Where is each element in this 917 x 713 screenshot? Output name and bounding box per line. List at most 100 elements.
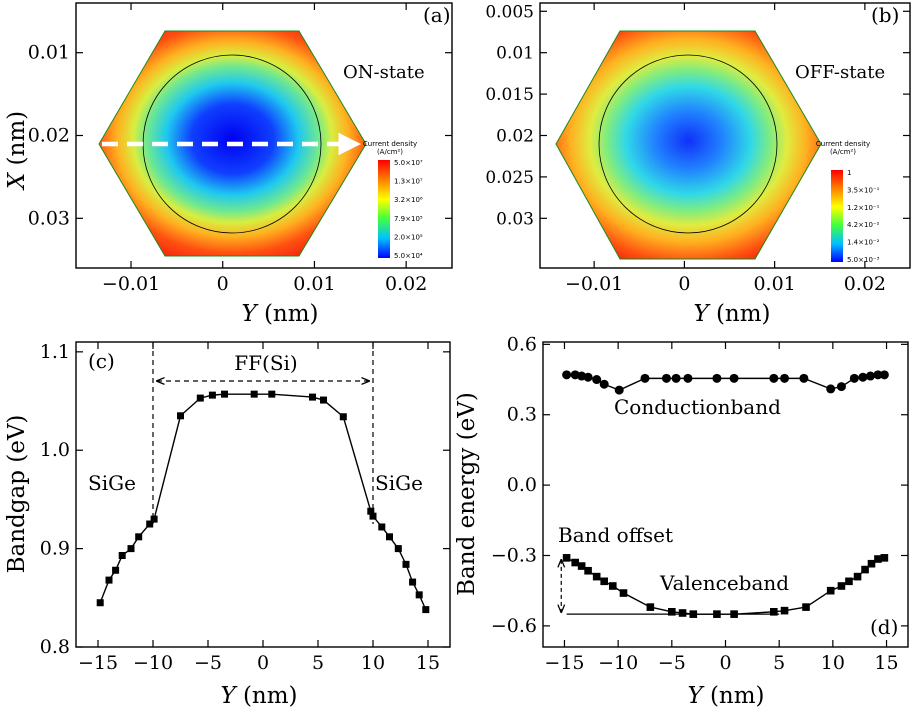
bandgap-point (127, 545, 135, 553)
y-tick-label: 0.02 (496, 127, 534, 147)
colorbar-unit: (A/cm²) (830, 148, 856, 156)
bandgap-point (96, 599, 104, 607)
bandgap-point (250, 390, 258, 398)
x-tick-label: 0 (257, 652, 269, 674)
y-tick-label: 0.9 (40, 538, 70, 560)
plot-area (96, 342, 430, 614)
y-axis-label: Bandgap (eV) (4, 415, 30, 574)
colorbar-label: 1 (847, 169, 851, 177)
y-tick-label: −0.6 (491, 615, 537, 637)
valenceband-point (826, 586, 835, 595)
colorbar-label: 5.0×10⁻³ (847, 256, 880, 264)
x-tick-label: −15 (78, 652, 118, 674)
valenceband-point (668, 608, 676, 616)
colorbar-label: 2.0×10⁵ (394, 233, 423, 241)
conductionband-point (836, 382, 846, 392)
conductionband-point (712, 373, 722, 383)
conductionband-point (592, 375, 602, 385)
y-tick-label: 0.0 (507, 474, 537, 496)
valenceband-point (853, 572, 862, 581)
conductionband-point (729, 373, 739, 383)
ticks: −15 −10 −5 0 5 10 15 0.6 0.3 0.0 −0.3 −0.6 (491, 333, 908, 674)
conductionband-point (640, 373, 650, 383)
y-tick-label: 0.3 (507, 404, 537, 426)
annotation-valence: Valenceband (659, 571, 789, 595)
x-tick-label: 0.02 (844, 273, 886, 295)
valenceband-point (861, 565, 869, 574)
y-tick-label: 0.03 (28, 207, 70, 229)
conductionband-point (671, 373, 681, 383)
bandgap-point (135, 533, 143, 541)
colorbar-title: Current density (363, 140, 417, 148)
bandgap-point (208, 391, 216, 399)
y-tick-label: 0.005 (485, 2, 534, 22)
x-tick-label: −10 (598, 652, 638, 674)
conductionband-point (583, 372, 593, 382)
ticks: −0.01 0 0.01 0.02 0.01 0.02 0.03 (28, 3, 452, 295)
conductionband-point (826, 384, 836, 394)
y-tick-label: 0.01 (496, 44, 534, 64)
valenceband-point (571, 558, 580, 567)
state-label: OFF-state (795, 62, 885, 83)
bandgap-point (309, 393, 316, 401)
colorbar: Current density (A/cm²) 1 3.5×10⁻¹ 1.2×10⁻… (816, 140, 880, 264)
annotation-conduction: Conductionband (614, 395, 781, 419)
silicon-core-boundary (598, 54, 778, 234)
x-axis-label: Y (nm) (693, 301, 770, 327)
panel-label: (d) (870, 615, 898, 639)
bandgap-point (177, 412, 184, 420)
conductionband-point (769, 373, 779, 383)
colorbar-label: 5.0×10⁴ (394, 252, 423, 260)
x-tick-label: −5 (194, 652, 222, 674)
bandgap-point (367, 507, 375, 515)
x-tick-label: −0.01 (565, 273, 623, 295)
annotation-sige-left: SiGe (88, 471, 136, 495)
x-tick-label: 0 (719, 652, 731, 674)
panel-label: (b) (871, 3, 899, 27)
colorbar-label: 1.2×10⁻¹ (847, 204, 880, 212)
valenceband-point (562, 554, 571, 562)
panel-label: (c) (88, 349, 115, 373)
conductionband-point (849, 373, 859, 383)
x-tick-label: 0.01 (753, 273, 795, 295)
conductionband-point (879, 370, 889, 380)
conductionband-point (614, 385, 624, 395)
colorbar-label: 7.9×10⁵ (394, 215, 423, 223)
valenceband-point (608, 582, 617, 590)
bandgap-point (402, 560, 410, 568)
valenceband-point (646, 603, 655, 611)
x-tick-label: 0 (678, 273, 690, 295)
valenceband-point (619, 589, 628, 597)
x-tick-label: −5 (658, 652, 686, 674)
colorbar-label: 5.0×10⁷ (394, 159, 423, 167)
valenceband-point (880, 554, 889, 562)
annotation-sige-right: SiGe (375, 471, 423, 495)
colorbar-label: 3.2×10⁶ (394, 196, 423, 204)
y-tick-label: 0.01 (28, 42, 70, 64)
plot-area (561, 370, 889, 618)
y-tick-label: 0.015 (485, 85, 534, 105)
bandgap-point (415, 591, 423, 599)
bandgap-line (99, 393, 427, 610)
colorbar-scale (831, 170, 843, 262)
valenceband-point (592, 572, 601, 581)
annotation-ff-si: FF(Si) (234, 351, 297, 375)
conductionband-point (858, 372, 868, 382)
ticks: −15 −10 −5 0 5 10 15 0.8 0.9 1.0 1.1 (40, 341, 450, 674)
valenceband-point (577, 562, 586, 570)
y-tick-label: 1.1 (40, 341, 70, 363)
conductionband-point (780, 373, 790, 383)
y-tick-label: 0.8 (40, 636, 70, 658)
conductionband-point (865, 371, 875, 381)
conductionband-point (661, 373, 671, 383)
bandgap-point (196, 394, 204, 402)
bandgap-point (221, 390, 228, 398)
x-tick-label: 15 (874, 652, 898, 674)
y-tick-label: 1.0 (40, 439, 70, 461)
panel-b: −0.01 0 0.01 0.02 0.005 0.01 0.015 0.02 0.025 0.0… (485, 2, 911, 327)
x-tick-label: 5 (312, 652, 324, 674)
valenceband-point (874, 555, 882, 563)
y-tick-label: 0.03 (496, 209, 534, 229)
x-axis-label: Y (nm) (241, 301, 318, 327)
